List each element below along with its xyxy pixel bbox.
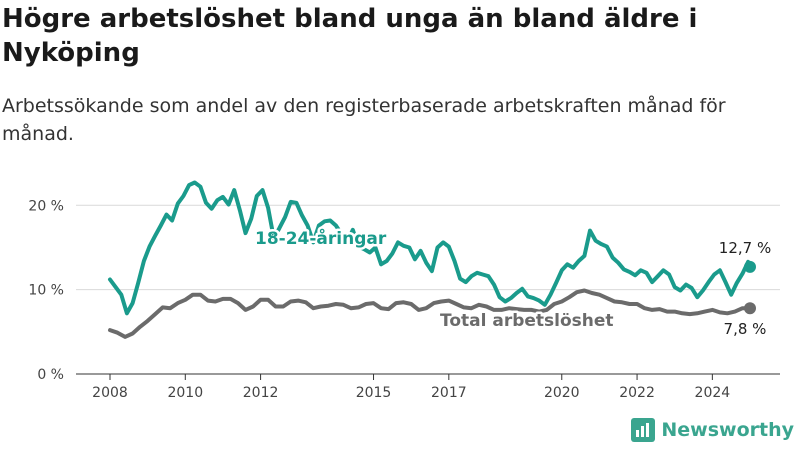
y-axis: 0 % 10 % 20 % [28,198,64,383]
bar-chart-icon [631,418,656,442]
end-value-total: 7,8 % [724,320,767,338]
chart-title: Högre arbetslöshet bland unga än bland ä… [2,4,698,68]
x-tick-label: 2012 [243,385,279,401]
series-lines [108,180,756,339]
series-label-youth: 18-24-åringar [255,227,387,249]
gridlines [76,204,780,375]
x-tick-label: 2020 [544,385,580,401]
series-line-youth [108,180,752,316]
newsworthy-logo: Newsworthy [631,418,794,442]
series-end-dot-total [744,302,756,315]
y-tick-label: 10 % [28,283,64,299]
series-label-total: Total arbetslöshet [440,311,614,331]
x-tick-label: 2010 [167,385,203,401]
x-tick-label: 2008 [92,385,128,401]
series-line-total [108,288,752,339]
chart-subtitle: Arbetssökande som andel av den registerb… [2,95,726,145]
x-tick-label: 2022 [619,385,655,401]
end-value-youth: 12,7 % [719,239,771,257]
y-tick-label: 0 % [37,367,64,383]
x-tick-label: 2024 [695,385,731,401]
x-tick-label: 2015 [356,385,392,401]
series-end-dot-youth [744,260,756,273]
series-labels: 18-24-åringar Total arbetslöshet 12,7 % 7,8… [253,225,772,339]
logo-text: Newsworthy [661,419,794,441]
x-axis: 2008 2010 2012 2015 2017 2020 2022 2024 [92,374,730,401]
y-tick-label: 20 % [28,198,64,214]
x-tick-label: 2017 [431,385,467,401]
